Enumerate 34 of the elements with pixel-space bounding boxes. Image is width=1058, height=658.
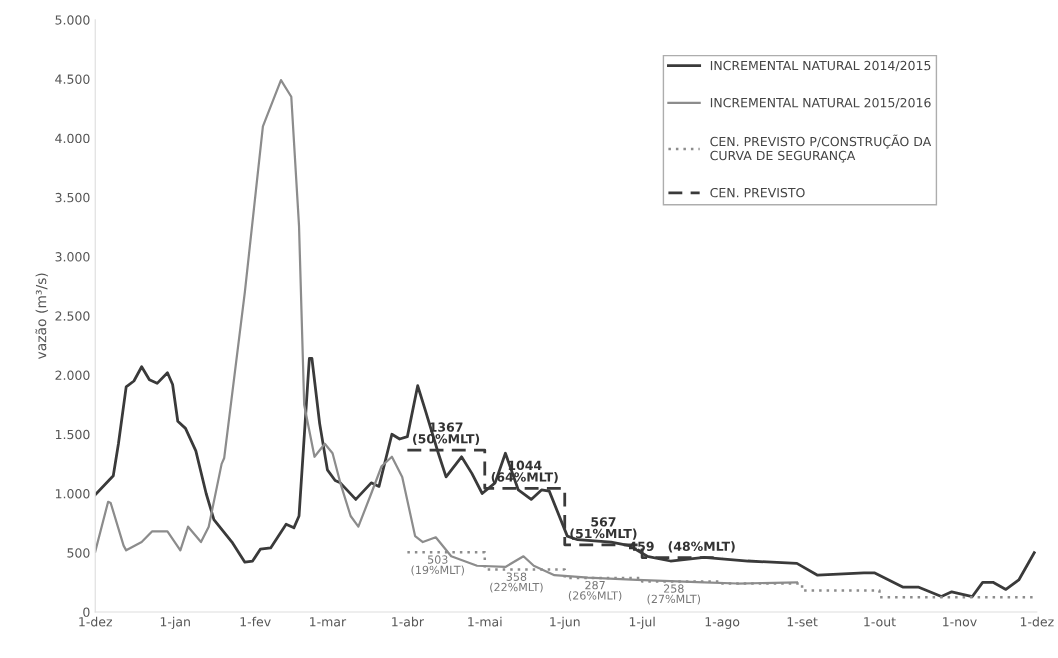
x-tick-label: 1-nov xyxy=(943,617,977,627)
data-label: 287 (26%MLT) xyxy=(568,580,622,601)
y-tick-label: 1.000 xyxy=(55,488,90,499)
x-tick-label: 1-fev xyxy=(240,616,271,627)
x-tick-label: 1-out xyxy=(864,617,896,627)
data-label: 567 (51%MLT) xyxy=(570,517,637,540)
y-tick-label: 500 xyxy=(67,548,90,558)
x-tick-label: 1-jun xyxy=(550,616,580,629)
legend-label: CEN. PREVISTO P/CONSTRUÇÃO DA CURVA DE SEGURANÇA xyxy=(710,134,932,163)
y-tick-label: 4.000 xyxy=(55,133,90,144)
data-label: 358 (22%MLT) xyxy=(490,572,543,593)
x-tick-label: 1-abr xyxy=(392,616,424,627)
y-tick-label: 3.500 xyxy=(55,192,90,203)
y-tick-label: 4.500 xyxy=(55,74,90,84)
legend-label: CEN. PREVISTO xyxy=(710,187,805,198)
x-tick-label: 1-mai xyxy=(468,616,502,627)
data-label: 503 (19%MLT) xyxy=(411,555,464,576)
y-tick-label: 0 xyxy=(83,607,90,617)
data-label: 258 (27%MLT) xyxy=(647,584,701,605)
legend-label: INCREMENTAL NATURAL 2015/2016 xyxy=(710,97,931,109)
x-tick-label: 1-dez xyxy=(1020,616,1054,627)
y-tick-label: 5.000 xyxy=(55,15,90,25)
x-tick-label: 1-dez xyxy=(79,616,113,627)
x-tick-label: 1-mar xyxy=(310,617,347,627)
x-tick-label: 1-set xyxy=(787,617,818,627)
y-tick-label: 3.000 xyxy=(55,252,90,262)
y-tick-label: 2.000 xyxy=(55,370,90,380)
x-tick-label: 1-jan xyxy=(160,616,190,629)
y-axis-title: vazão (m³/s) xyxy=(35,273,48,360)
y-tick-label: 2.500 xyxy=(55,311,90,321)
x-tick-label: 1-ago xyxy=(705,617,740,629)
y-tick-label: 1.500 xyxy=(55,429,90,440)
legend-label: INCREMENTAL NATURAL 2014/2015 xyxy=(710,60,931,72)
x-tick-label: 1-jul xyxy=(629,616,655,629)
